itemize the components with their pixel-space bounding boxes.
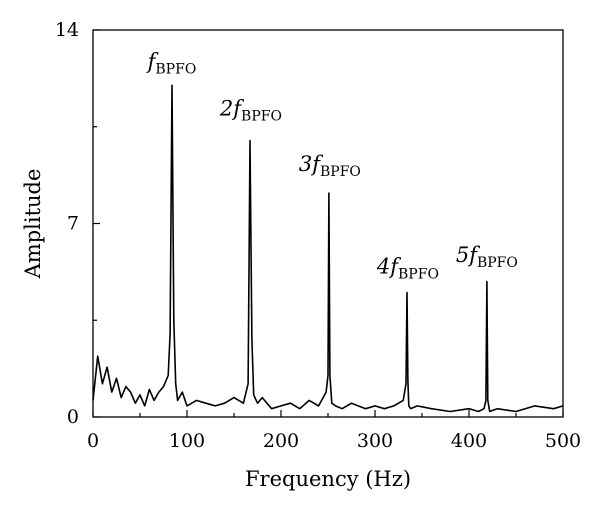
peak-label: 5fBPFO bbox=[456, 243, 518, 271]
annotation-layer: fBPFO 2fBPFO 3fBPFO 4fBPFO 5fBPFO bbox=[146, 50, 518, 283]
y-tick-label: 7 bbox=[67, 213, 79, 235]
series-layer bbox=[92, 84, 564, 413]
peak-label: 2fBPFO bbox=[219, 97, 282, 125]
x-tick-label: 100 bbox=[169, 430, 205, 452]
x-tick-label: 200 bbox=[263, 430, 299, 452]
x-axis-title: Frequency (Hz) bbox=[245, 467, 411, 491]
y-tick-label: 0 bbox=[67, 406, 79, 428]
y-axis-ticks: 0 7 14 bbox=[55, 19, 100, 428]
x-tick-label: 300 bbox=[357, 430, 393, 452]
x-tick-label: 0 bbox=[87, 430, 99, 452]
peak-label: 4fBPFO bbox=[376, 254, 439, 282]
x-tick-label: 500 bbox=[545, 430, 581, 452]
peak-label: fBPFO bbox=[146, 50, 197, 78]
x-axis-ticks: 0 100 200 300 400 500 bbox=[87, 410, 581, 452]
y-axis-title: Amplitude bbox=[21, 169, 45, 280]
x-tick-label: 400 bbox=[451, 430, 487, 452]
peak-label: 3fBPFO bbox=[299, 152, 361, 180]
spectrum-line bbox=[92, 84, 564, 413]
y-tick-label: 14 bbox=[55, 19, 79, 41]
